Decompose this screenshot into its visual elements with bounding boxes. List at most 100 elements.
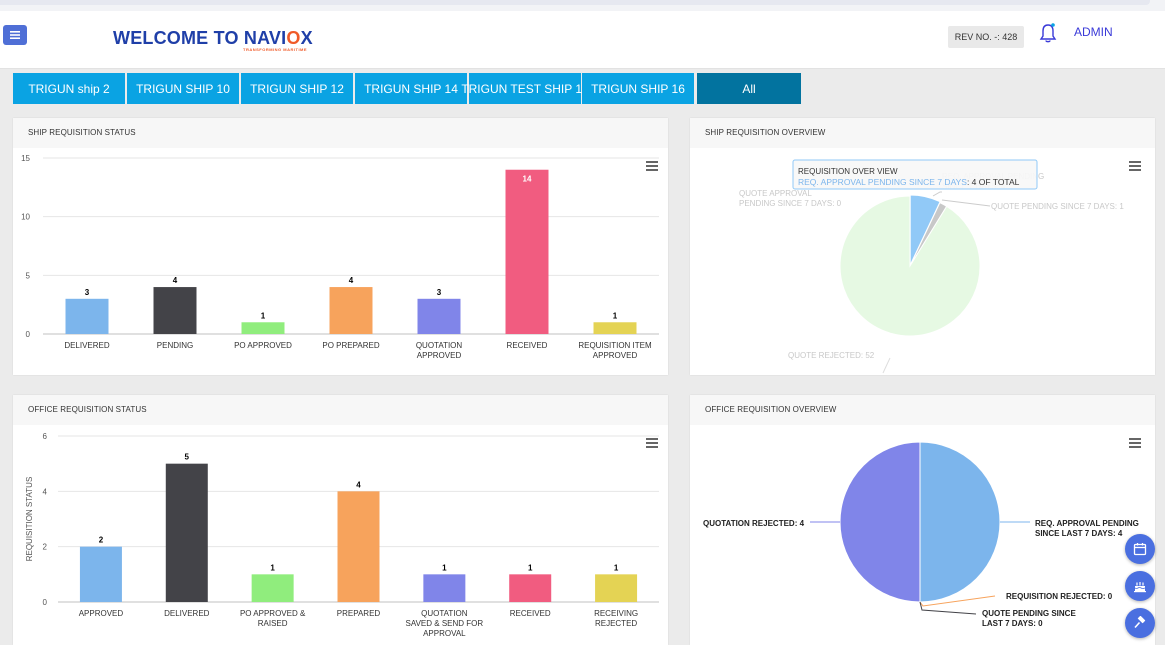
data-label-po-prepared: 4 — [349, 276, 354, 285]
logo-tagline: TRANSFORMING MARITIME — [243, 47, 308, 52]
bar-po-approved-raised[interactable] — [251, 574, 294, 602]
welcome-title: WELCOME TO NAVIOX TRANSFORMING MARITIME — [113, 28, 313, 52]
bar-quotation-saved-send-for-approval[interactable] — [423, 574, 466, 602]
label-quote-rejected: QUOTE REJECTED: 52 — [788, 351, 875, 360]
x-tick-label-po-approved: PO APPROVED — [234, 341, 292, 350]
tab-trigun-test-ship-15[interactable]: TRIGUN TEST SHIP 15 — [461, 73, 589, 104]
x-tick-label-quotation-approved: APPROVED — [417, 351, 462, 360]
office-overview-title: OFFICE REQUISITION OVERVIEW — [690, 395, 1155, 425]
x-tick-label-requisition-item-approved: REQUISITION ITEM — [578, 341, 652, 350]
x-tick-label-received: RECEIVED — [510, 609, 551, 618]
y-tick-label: 6 — [43, 432, 48, 441]
data-label-received: 14 — [523, 175, 532, 184]
data-label-po-approved: 1 — [261, 311, 266, 320]
ship-status-chart: 0 5 10 15 3 DELIVERED 4 PENDING 1 PO APPROVED 4 PO … — [21, 154, 659, 360]
bar-receiving-rejected[interactable] — [595, 574, 638, 602]
app-header: WELCOME TO NAVIOX TRANSFORMING MARITIME … — [0, 11, 1165, 69]
ship-overview-chart-menu[interactable] — [1129, 161, 1141, 171]
x-tick-label-delivered: DELIVERED — [64, 341, 110, 350]
revision-badge: REV NO. -: 428 — [948, 26, 1024, 48]
office-status-panel: OFFICE REQUISITION STATUS 0 2 4 6 REQUISITIO… — [13, 395, 668, 645]
tab-trigun-ship-10[interactable]: TRIGUN SHIP 10 — [127, 73, 239, 104]
bar-requisition-item-approved[interactable] — [593, 322, 637, 334]
connector — [882, 357, 891, 374]
label-quotation-rejected: QUOTATION REJECTED: 4 — [703, 519, 805, 528]
x-tick-label-quotation-approved: QUOTATION — [416, 341, 463, 350]
tooltip-value: REQ. APPROVAL PENDING SINCE 7 DAYS: 4 OF… — [798, 177, 1020, 187]
connector — [919, 595, 996, 607]
x-tick-label-received: RECEIVED — [507, 341, 548, 350]
label-quote-pending: QUOTE PENDING SINCE 7 DAYS: 1 — [991, 202, 1124, 211]
x-tick-label-requisition-item-approved: APPROVED — [593, 351, 638, 360]
tab-trigun-ship-14[interactable]: TRIGUN SHIP 14 — [355, 73, 467, 104]
bell-icon — [1039, 23, 1057, 43]
data-label-delivered: 5 — [185, 453, 190, 462]
label-quote-pending-2: LAST 7 DAYS: 0 — [982, 619, 1043, 628]
pie-slice-quotation-rejected[interactable] — [839, 441, 921, 603]
tab-trigun-ship-2[interactable]: TRIGUN ship 2 — [13, 73, 125, 104]
hammer-icon — [1134, 616, 1146, 629]
ship-overview-panel: SHIP REQUISITION OVERVIEW REQ. APPROVAL … — [690, 118, 1155, 375]
office-overview-panel: OFFICE REQUISITION OVERVIEW REQ. APPROVA… — [690, 395, 1155, 645]
bar-pending[interactable] — [153, 287, 197, 334]
pie-slice-req-approval-pending-since-7-days[interactable] — [909, 194, 941, 266]
ship-status-chart-menu[interactable] — [646, 161, 658, 171]
tab-trigun-ship-16[interactable]: TRIGUN SHIP 16 — [582, 73, 694, 104]
browser-top-strip — [0, 0, 1165, 11]
office-status-chart-menu[interactable] — [646, 438, 658, 448]
tab-trigun-ship-12[interactable]: TRIGUN SHIP 12 — [241, 73, 353, 104]
connector — [941, 199, 991, 207]
bar-received[interactable] — [505, 169, 549, 334]
calendar-float-button[interactable] — [1125, 534, 1155, 564]
bar-po-approved[interactable] — [241, 322, 285, 334]
welcome-text: WELCOME TO — [113, 28, 244, 48]
calendar-icon — [1133, 543, 1147, 556]
office-overview-chart-menu[interactable] — [1129, 438, 1141, 448]
office-status-chart: 0 2 4 6 REQUISITION STATUS 2 APPROVED 5 DELIVERE… — [25, 432, 659, 638]
user-menu[interactable]: ADMIN — [1074, 25, 1113, 39]
y-tick-label: 0 — [43, 598, 48, 607]
bar-quotation-approved[interactable] — [417, 298, 461, 334]
menu-button[interactable] — [3, 25, 27, 45]
data-label-delivered: 3 — [85, 288, 90, 297]
y-tick-label: 0 — [26, 330, 31, 339]
label-quote-approval: QUOTE APPROVAL — [739, 189, 812, 198]
x-tick-label-quotation-saved-send-for-approval: SAVED & SEND FOR — [406, 619, 484, 628]
pie-slice-req-approval-pending-since-last-7-days[interactable] — [919, 441, 1001, 603]
data-label-received: 1 — [528, 563, 533, 572]
y-axis-label: REQUISITION STATUS — [25, 477, 34, 562]
pie-slice-quote-rejected[interactable] — [839, 195, 981, 337]
auction-float-button[interactable] — [1125, 608, 1155, 638]
data-label-requisition-item-approved: 1 — [613, 311, 618, 320]
bar-delivered[interactable] — [65, 298, 109, 334]
notifications-button[interactable] — [1039, 22, 1057, 44]
x-tick-label-quotation-saved-send-for-approval: QUOTATION — [421, 609, 468, 618]
bar-approved[interactable] — [79, 546, 122, 602]
y-tick-label: 4 — [43, 487, 48, 496]
bar-po-prepared[interactable] — [329, 287, 373, 334]
data-label-po-approved-raised: 1 — [270, 563, 275, 572]
data-label-prepared: 4 — [356, 480, 361, 489]
bar-prepared[interactable] — [337, 491, 380, 602]
x-tick-label-po-prepared: PO PREPARED — [322, 341, 379, 350]
x-tick-label-delivered: DELIVERED — [164, 609, 210, 618]
label-quote-pending: QUOTE PENDING SINCE — [982, 609, 1076, 618]
x-tick-label-receiving-rejected: REJECTED — [595, 619, 637, 628]
bar-delivered[interactable] — [165, 463, 208, 602]
office-status-title: OFFICE REQUISITION STATUS — [13, 395, 668, 425]
x-tick-label-prepared: PREPARED — [337, 609, 381, 618]
data-label-pending: 4 — [173, 276, 178, 285]
ship-status-title: SHIP REQUISITION STATUS — [13, 118, 668, 148]
ship-status-panel: SHIP REQUISITION STATUS 0 5 10 15 3 DELIVERED… — [13, 118, 668, 375]
ship-overview-title: SHIP REQUISITION OVERVIEW — [690, 118, 1155, 148]
x-tick-label-po-approved-raised: RAISED — [258, 619, 288, 628]
birthday-float-button[interactable] — [1125, 571, 1155, 601]
connector — [932, 191, 942, 197]
tab-all[interactable]: All — [697, 73, 801, 104]
menu-icon — [10, 31, 20, 39]
naviox-logo: NAVIOX — [243, 28, 313, 48]
bar-received[interactable] — [509, 574, 552, 602]
